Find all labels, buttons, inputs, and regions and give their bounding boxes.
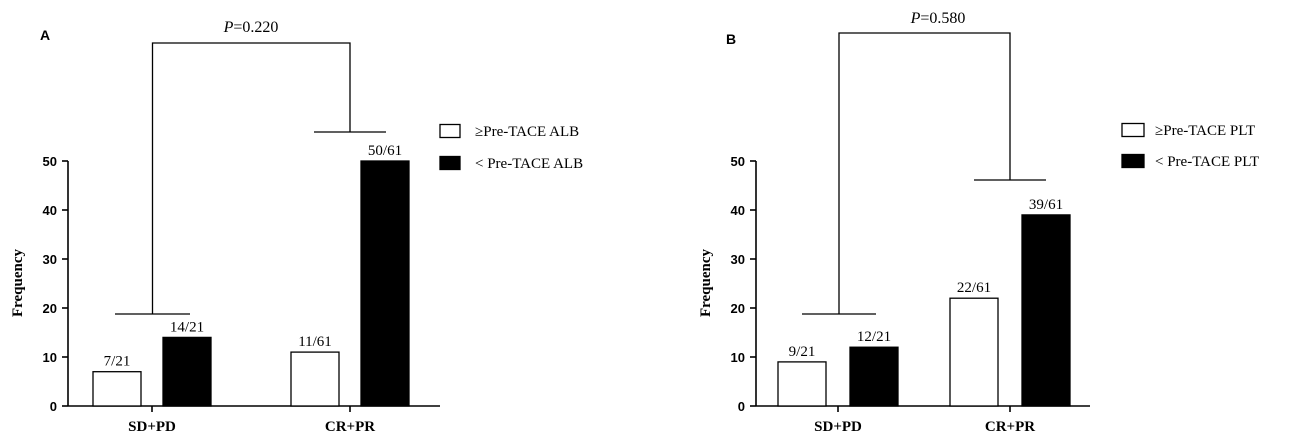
category-label: SD+PD (814, 419, 862, 435)
y-axis-label: Frequency (10, 248, 26, 317)
bar-value-label: 14/21 (170, 319, 204, 335)
y-tick-label: 10 (731, 350, 745, 365)
y-tick-label: 20 (731, 301, 745, 316)
category-label: CR+PR (325, 419, 375, 435)
y-tick-label: 0 (50, 399, 57, 414)
chart-panel-a: A 0 10 20 30 40 50 Frequency SD+PD CR+PR 7/21 11/61… (10, 19, 583, 435)
category-label: CR+PR (985, 419, 1035, 435)
significance-bracket (838, 32, 1011, 314)
legend-label: ≥Pre-TACE ALB (475, 124, 579, 140)
bar-value-label: 50/61 (368, 143, 402, 159)
bar-value-label: 22/61 (957, 280, 991, 296)
bar-white (92, 371, 142, 407)
significance-bracket (151, 42, 351, 314)
bar-value-label: 7/21 (104, 354, 131, 370)
legend-label: ≥Pre-TACE PLT (1155, 123, 1255, 139)
bar-black (849, 346, 899, 407)
y-tick-label: 50 (43, 154, 57, 169)
category-label: SD+PD (128, 419, 176, 435)
panel-label: B (726, 31, 736, 47)
bar-value-label: 39/61 (1029, 197, 1063, 213)
bar-white (290, 351, 340, 407)
bar-value-label: 12/21 (857, 329, 891, 345)
bar-value-label: 9/21 (789, 344, 816, 360)
p-value: =0.580 (920, 10, 965, 27)
bar-white (949, 297, 999, 407)
bar-black (1021, 214, 1071, 407)
panel-label: A (40, 27, 50, 43)
legend-swatch-white (439, 123, 461, 139)
p-value: =0.220 (233, 19, 278, 36)
legend-swatch-white (1121, 122, 1145, 138)
y-tick-label: 30 (731, 252, 745, 267)
bar-black (360, 160, 410, 407)
bar-black (162, 336, 212, 407)
legend-label: < Pre-TACE PLT (1155, 154, 1259, 170)
p-value-label: P=0.580 (910, 10, 966, 27)
y-tick-label: 0 (738, 399, 745, 414)
y-tick-label: 30 (43, 252, 57, 267)
bar-value-label: 11/61 (298, 334, 332, 350)
bar-white (777, 361, 827, 407)
y-tick-label: 40 (43, 203, 57, 218)
legend-swatch-black (439, 155, 461, 171)
p-symbol: P (910, 10, 921, 27)
y-tick-label: 20 (43, 301, 57, 316)
y-axis-label: Frequency (698, 248, 714, 317)
legend-swatch-black (1121, 153, 1145, 169)
p-symbol: P (223, 19, 234, 36)
y-tick-label: 10 (43, 350, 57, 365)
legend-label: < Pre-TACE ALB (475, 156, 583, 172)
chart-panel-b: B 0 10 20 30 40 50 Frequency SD+PD CR+PR 9/21 22/61… (698, 10, 1259, 435)
y-tick-label: 40 (731, 203, 745, 218)
y-tick-label: 50 (731, 154, 745, 169)
p-value-label: P=0.220 (223, 19, 279, 36)
